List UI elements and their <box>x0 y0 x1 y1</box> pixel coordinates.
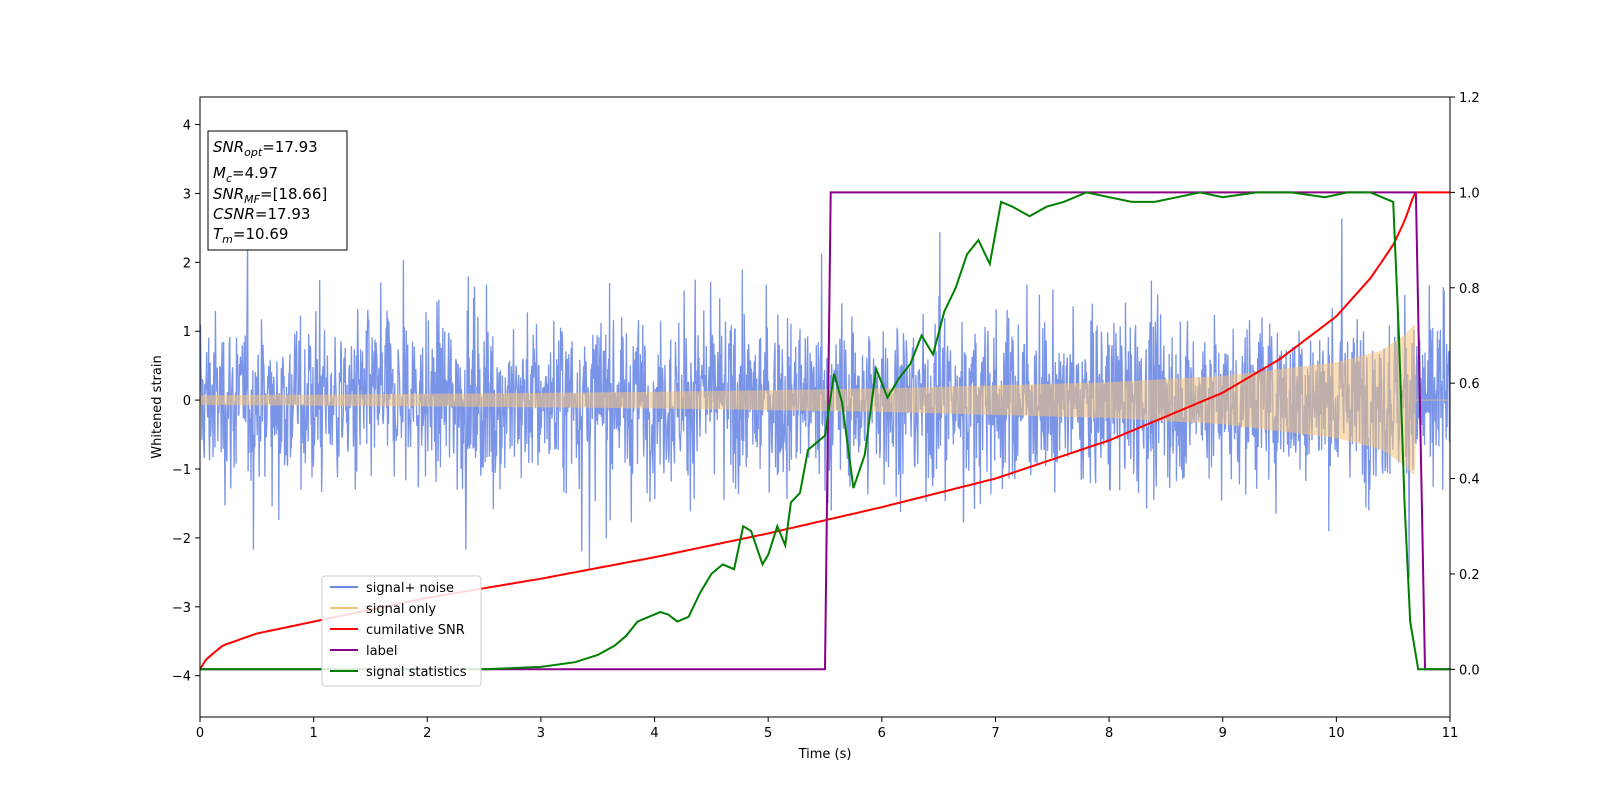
annotation-box: SNRopt=17.93 Mc=4.97 SNRMF=[18.66] CSNR=… <box>207 130 348 251</box>
annotation-csnr-value: =17.93 <box>255 205 311 223</box>
x-tick-label: 11 <box>1442 726 1459 741</box>
x-tick-label: 3 <box>537 726 545 741</box>
x-tick-label: 6 <box>878 726 886 741</box>
legend-label-signal-statistics: signal statistics <box>366 665 467 680</box>
signal-only-line <box>200 324 1450 476</box>
y-left-tick-label: 3 <box>183 187 191 202</box>
annotation-snr-mf: SNRMF=[18.66] <box>213 185 327 206</box>
legend-label-label: label <box>366 644 397 659</box>
annotation-snr-mf-value: =[18.66] <box>260 185 327 203</box>
x-tick-label: 10 <box>1328 726 1345 741</box>
x-axis-label: Time (s) <box>798 747 852 762</box>
y-right-tick-label: 0.2 <box>1459 568 1480 583</box>
x-tick-label: 4 <box>650 726 658 741</box>
x-tick-label: 5 <box>764 726 772 741</box>
y-right-tick-label: 1.0 <box>1459 186 1480 201</box>
x-tick-label: 9 <box>1219 726 1227 741</box>
x-axis: 0 1 2 3 4 5 6 7 8 9 10 11 <box>196 717 1458 741</box>
y-left-tick-label: −1 <box>172 463 191 478</box>
legend-label-signal-noise: signal+ noise <box>366 581 454 596</box>
legend-label-cumulative-snr: cumilative SNR <box>366 623 465 638</box>
y-right-tick-label: 0.8 <box>1459 282 1480 297</box>
legend: signal+ noise signal only cumilative SNR… <box>321 575 482 687</box>
y-axis-right: 1.2 1.0 0.8 0.6 0.4 0.2 0.0 <box>1450 91 1480 678</box>
annotation-snr-opt-value: =17.93 <box>262 138 318 156</box>
y-left-tick-label: 1 <box>183 325 191 340</box>
annotation-mc: Mc=4.97 <box>213 164 278 185</box>
y-left-tick-label: 4 <box>183 119 191 134</box>
x-tick-label: 8 <box>1105 726 1113 741</box>
signal-statistics-line <box>200 191 1450 671</box>
y-left-tick-label: 0 <box>183 394 191 409</box>
x-tick-label: 0 <box>196 726 204 741</box>
annotation-snr-mf-sub: MF <box>244 193 260 206</box>
y-right-tick-label: 0.4 <box>1459 473 1480 488</box>
y-left-tick-label: −2 <box>172 532 191 547</box>
y-axis-left: 4 3 2 1 0 −1 −2 −3 −4 <box>172 119 200 685</box>
x-tick-label: 2 <box>423 726 431 741</box>
x-tick-label: 1 <box>309 726 317 741</box>
y-left-tick-label: −4 <box>172 670 191 685</box>
plot-frame <box>199 96 1451 718</box>
annotation-csnr: CSNR=17.93 <box>213 205 310 223</box>
annotation-snr-opt: SNRopt=17.93 <box>213 138 318 159</box>
y-right-tick-label: 0.0 <box>1459 663 1480 678</box>
annotation-mc-sub: c <box>226 172 232 185</box>
y-left-tick-label: 2 <box>183 256 191 271</box>
y-right-tick-label: 1.2 <box>1459 91 1480 106</box>
y-axis-label: Whitened strain <box>150 355 165 458</box>
legend-frame <box>321 575 482 687</box>
legend-label-signal-only: signal only <box>366 602 436 617</box>
x-tick-label: 7 <box>991 726 999 741</box>
y-left-tick-label: −3 <box>172 601 191 616</box>
annotation-snr-opt-sub: opt <box>244 146 263 159</box>
signal-only-series <box>200 324 1450 476</box>
annotation-tm-value: =10.69 <box>233 225 289 243</box>
annotation-tm: Tm=10.69 <box>213 225 288 246</box>
annotation-tm-sub: m <box>222 233 233 246</box>
y-right-tick-label: 0.6 <box>1459 377 1480 392</box>
annotation-mc-value: =4.97 <box>232 164 278 182</box>
